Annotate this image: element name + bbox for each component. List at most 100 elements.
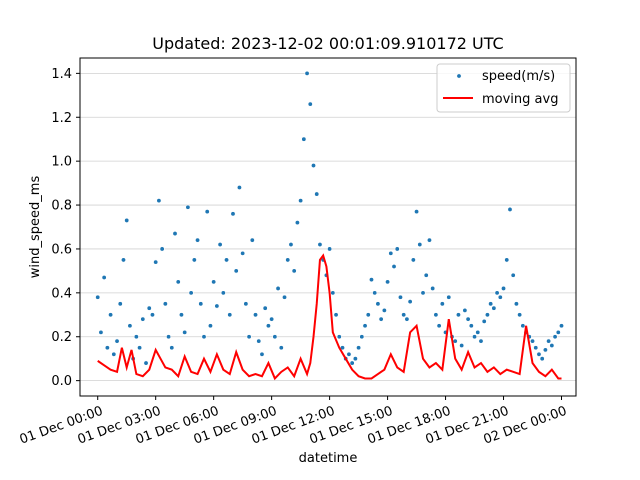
scatter-point [436,323,442,329]
scatter-point [236,184,242,190]
scatter-point [407,299,413,305]
chart-title: Updated: 2023-12-02 00:01:09.910172 UTC [152,34,503,53]
scatter-point [359,334,365,340]
scatter-point [420,290,426,296]
scatter-point [178,312,184,318]
scatter-point [146,305,152,311]
scatter-point [446,294,452,300]
scatter-point [311,163,317,169]
scatter-point [120,257,126,263]
scatter-point [404,316,410,322]
scatter-point [246,334,252,340]
y-tick-label: 1.0 [51,155,72,170]
scatter-point [459,343,465,349]
scatter-point [114,338,120,344]
scatter-point [127,323,133,329]
scatter-point [182,329,188,335]
scatter-point [372,290,378,296]
scatter-point [559,323,565,329]
scatter-point [536,351,542,357]
scatter-point [133,334,139,340]
x-axis-label: datetime [299,451,358,466]
scatter-point [314,191,320,197]
scatter-point [401,312,407,318]
scatter-point [385,279,391,285]
y-tick-label: 0.2 [51,330,72,345]
scatter-point [240,250,246,256]
scatter-point [185,204,191,210]
scatter-point [484,312,490,318]
scatter-point [304,70,310,76]
scatter-point [362,323,368,329]
y-axis: 0.0 0.2 0.4 0.6 0.8 1.0 1.2 1.4 [51,67,80,389]
scatter-point [214,303,220,309]
scatter-point [346,351,352,357]
scatter-point [481,318,487,324]
y-tick-label: 0.6 [51,242,72,257]
scatter-point [352,356,358,362]
scatter-point [507,206,513,212]
scatter-point [262,305,268,311]
scatter-point [217,242,223,248]
scatter-point [510,272,516,278]
legend: speed(m/s) moving avg [436,63,571,113]
scatter-point [220,290,226,296]
scatter-point [124,217,130,223]
scatter-point [108,312,114,318]
moving-avg-line [97,253,562,381]
scatter-point [375,301,381,307]
scatter-point [478,338,484,344]
scatter-point [198,301,204,307]
scatter-point [104,345,110,351]
scatter-point [149,312,155,318]
scatter-point [191,257,197,263]
scatter-point [388,250,394,256]
scatter-point [233,268,239,274]
legend-label-speed: speed(m/s) [482,69,555,84]
scatter-point [265,323,271,329]
scatter-point [307,101,313,107]
scatter-point [494,290,500,296]
scatter-point [336,334,342,340]
scatter-point [430,285,436,291]
scatter-point [517,312,523,318]
scatter-point [504,257,510,263]
scatter-point [417,242,423,248]
scatter-point [497,294,503,300]
scatter-point [397,294,403,300]
scatter-point [117,301,123,307]
scatter-point [491,305,497,311]
scatter-point [439,301,445,307]
scatter-point [111,351,117,357]
scatter-point [330,290,336,296]
y-axis-label: wind_speed_ms [28,176,43,279]
scatter-point [249,237,255,243]
y-tick-label: 0.0 [51,374,72,389]
scatter-point [95,294,101,300]
scatter-point [137,345,143,351]
scatter-point [381,307,387,313]
scatter-point [501,285,507,291]
scatter-point [156,198,162,204]
scatter-point [204,209,210,215]
plot-area [95,70,565,381]
scatter-point [475,329,481,335]
scatter-point [269,316,275,322]
scatter-point [162,301,168,307]
scatter-point [188,290,194,296]
scatter-point [542,347,548,353]
scatter-point [159,246,165,252]
scatter-point [394,246,400,252]
scatter-point [201,334,207,340]
scatter-point [391,264,397,270]
y-gridlines [80,72,576,382]
scatter-point [301,136,307,142]
legend-label-moving-avg: moving avg [482,92,558,107]
scatter-point [530,338,536,344]
scatter-point [552,334,558,340]
scatter-point [143,360,149,366]
scatter-point [433,312,439,318]
y-tick-label: 1.4 [51,67,72,82]
scatter-point [140,316,146,322]
scatter-point [256,338,262,344]
